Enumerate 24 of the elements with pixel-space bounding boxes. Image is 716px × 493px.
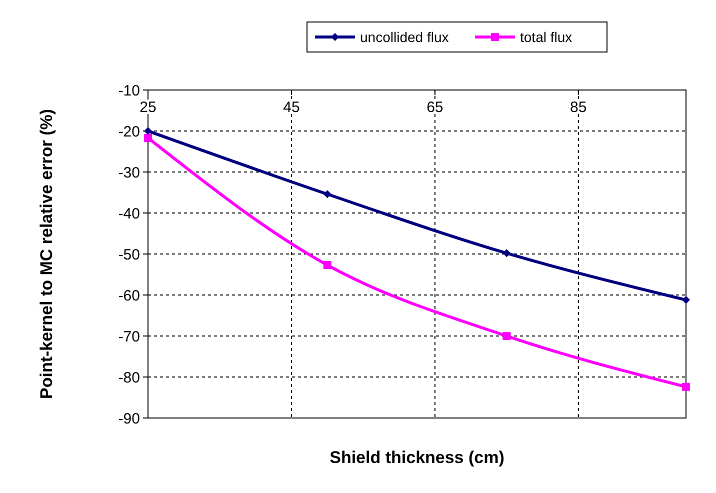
legend-label: uncollided flux (360, 28, 449, 45)
y-tick-label: -30 (118, 164, 140, 182)
y-axis-title: Point-kernel to MC relative error (%) (37, 108, 56, 400)
y-tick-label: -90 (118, 410, 140, 428)
x-tick-label: 85 (570, 99, 587, 116)
x-axis-title: Shield thickness (cm) (330, 448, 504, 467)
point (682, 382, 690, 391)
legend-label: total flux (520, 28, 572, 45)
point (323, 190, 332, 198)
point (682, 296, 690, 304)
point (323, 261, 332, 270)
y-tick-label: -60 (118, 287, 140, 304)
y-tick-label: -20 (118, 123, 140, 140)
y-tick-label: -40 (118, 205, 140, 222)
y-tick-label: -70 (118, 328, 140, 346)
point (502, 332, 511, 340)
point (144, 127, 152, 135)
y-tick-label: -50 (118, 246, 140, 264)
x-tick-label: 45 (283, 99, 300, 116)
point (144, 134, 152, 142)
y-tick-label: -10 (118, 82, 140, 100)
point (502, 249, 511, 258)
y-tick-label: -80 (118, 369, 140, 386)
x-tick-label: 65 (426, 99, 444, 116)
